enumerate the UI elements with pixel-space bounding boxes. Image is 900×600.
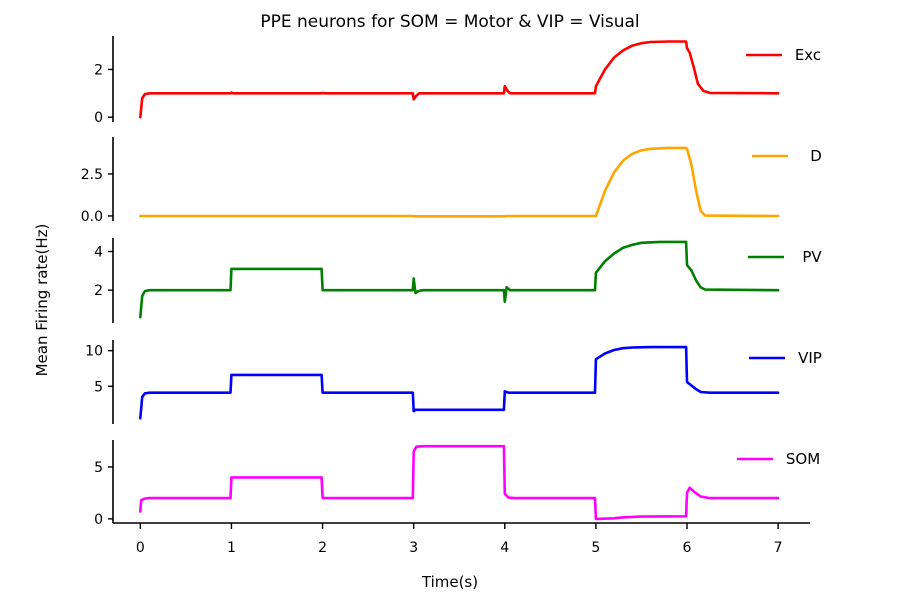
chart-panels: 0 2 Exc 0.0 2.5 D 2 4 PV 5 10 VIP 0 5 SOM	[81, 36, 822, 528]
chart-title: PPE neurons for SOM = Motor & VIP = Visu…	[260, 12, 639, 32]
x-tick-label: 1	[227, 540, 236, 556]
legend-label-exc: Exc	[795, 46, 821, 64]
legend-label-pv: PV	[802, 248, 822, 266]
y-tick-label-vip: 10	[85, 344, 103, 360]
legend-label-d: D	[810, 147, 822, 165]
series-line-pv	[139, 240, 780, 319]
x-tick-label: 7	[774, 540, 783, 556]
panel-vip: 5 10 VIP	[85, 340, 822, 424]
y-axis-label: Mean Firing rate(Hz)	[33, 224, 51, 377]
series-line-vip	[139, 345, 780, 420]
y-tick-label-pv: 4	[94, 245, 103, 261]
x-tick-label: 6	[683, 540, 692, 556]
y-tick-label-pv: 2	[94, 283, 103, 299]
panel-som: 0 5 SOM	[94, 440, 820, 528]
y-tick-label-d: 0.0	[81, 209, 103, 225]
x-tick-label: 0	[136, 540, 145, 556]
x-axis-ticks: 0 1 2 3 4 5 6 7	[136, 523, 783, 556]
y-tick-label-som: 0	[94, 512, 103, 528]
panel-d: 0.0 2.5 D	[81, 137, 822, 225]
panel-pv: 2 4 PV	[94, 238, 822, 323]
legend-label-som: SOM	[786, 450, 820, 468]
x-tick-label: 3	[409, 540, 418, 556]
panel-exc: 0 2 Exc	[94, 36, 821, 126]
y-tick-label-exc: 2	[94, 62, 103, 78]
series-line-exc	[139, 40, 780, 119]
x-tick-label: 4	[500, 540, 509, 556]
y-tick-label-exc: 0	[94, 110, 103, 126]
y-tick-label-vip: 5	[94, 379, 103, 395]
y-tick-label-som: 5	[94, 460, 103, 476]
series-line-d	[139, 146, 780, 218]
y-tick-label-d: 2.5	[81, 167, 103, 183]
x-tick-label: 5	[591, 540, 600, 556]
x-tick-label: 2	[318, 540, 327, 556]
series-line-som	[139, 444, 780, 521]
x-axis-label: Time(s)	[421, 573, 478, 591]
legend-label-vip: VIP	[798, 349, 822, 367]
